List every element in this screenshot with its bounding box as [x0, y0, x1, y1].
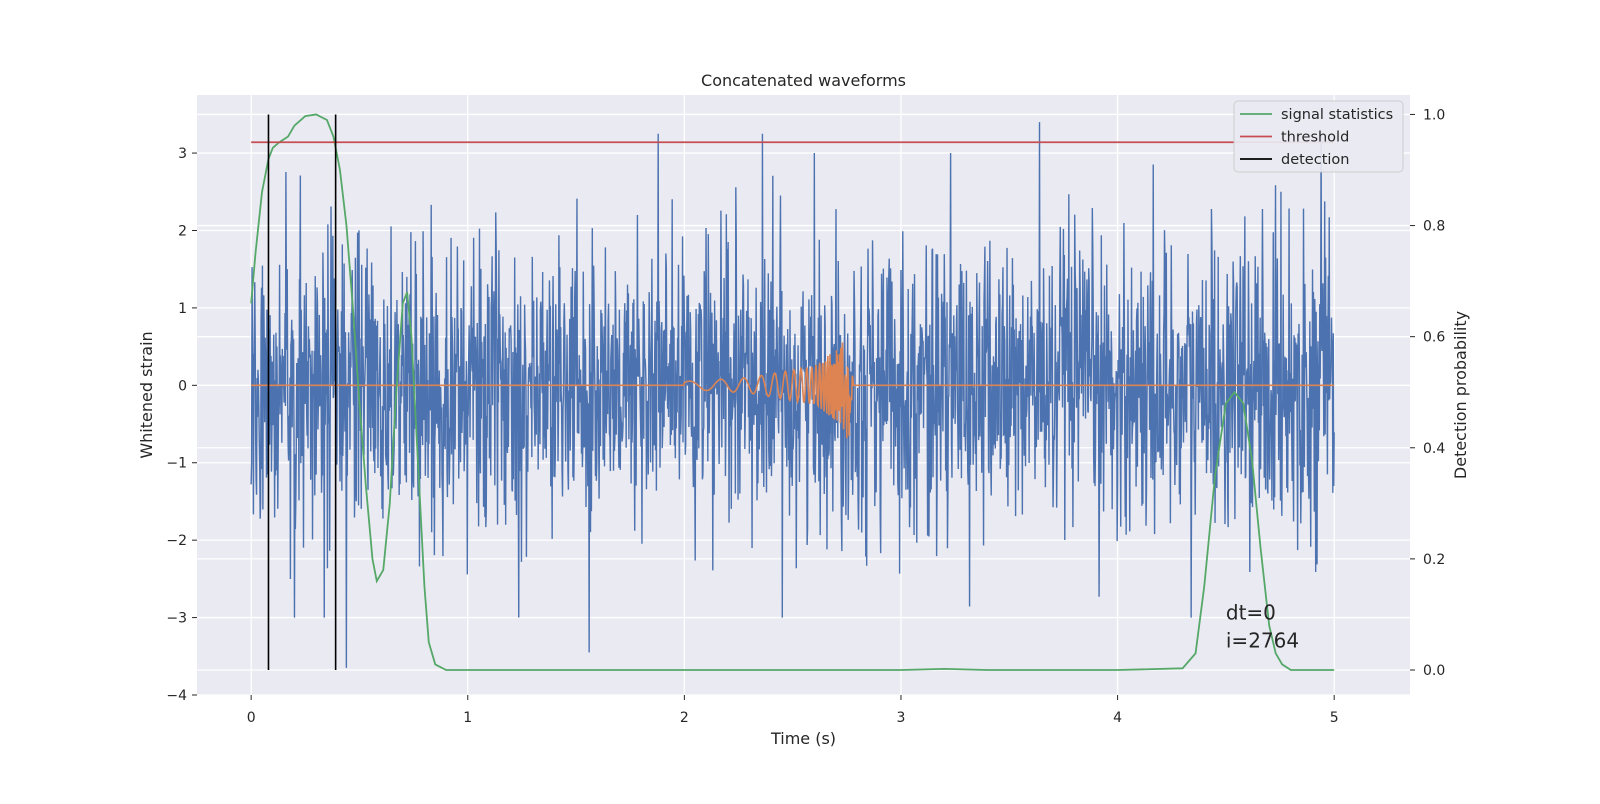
y-tick-label: 2 — [178, 223, 187, 239]
x-tick-label: 4 — [1113, 710, 1122, 726]
legend: signal statistics threshold detection — [1233, 100, 1404, 173]
y2-tick-label: 0.8 — [1423, 219, 1445, 235]
y2-tick-label: 1.0 — [1423, 107, 1445, 123]
legend-box — [1233, 100, 1404, 173]
y-tick-label: −2 — [166, 533, 187, 549]
y2-tick-label: 0.6 — [1423, 330, 1445, 346]
chart-title: Concatenated waveforms — [701, 71, 906, 90]
x-tick-label: 2 — [680, 710, 689, 726]
annotation-dt: dt=0 — [1226, 601, 1276, 625]
x-tick-label: 5 — [1330, 710, 1339, 726]
series-signal-statistics-line — [250, 113, 1335, 671]
y-tick-label: −4 — [166, 688, 187, 704]
legend-label: detection — [1281, 152, 1349, 168]
y2-axis-label: Detection probability — [1451, 311, 1470, 479]
x-axis-label: Time (s) — [770, 729, 836, 748]
axes: 0 1 2 3 4 5 −4 −3 −2 −1 0 1 2 3 0.0 0.2 0.4 0.6 0.8 1.0 — [166, 107, 1445, 726]
x-tick-label: 3 — [897, 710, 906, 726]
y-tick-label: 1 — [178, 301, 187, 317]
y-tick-label: −1 — [166, 456, 187, 472]
series-noise-line — [250, 122, 1335, 668]
legend-label: threshold — [1281, 130, 1349, 146]
x-tick-label: 1 — [463, 710, 472, 726]
y2-tick-label: 0.4 — [1423, 441, 1445, 457]
annotation: dt=0 i=2764 — [1226, 601, 1299, 653]
y-tick-label: 3 — [178, 146, 187, 162]
y2-tick-label: 0.2 — [1423, 552, 1445, 568]
y-tick-label: −3 — [166, 611, 187, 627]
y2-tick-label: 0.0 — [1423, 663, 1445, 679]
annotation-index: i=2764 — [1226, 629, 1299, 653]
series-chirp-line — [251, 342, 1335, 439]
legend-label: signal statistics — [1281, 107, 1393, 123]
y-tick-label: 0 — [178, 378, 187, 394]
series-layer — [250, 113, 1335, 671]
x-tick-label: 0 — [247, 710, 256, 726]
y-axis-label: Whitened strain — [137, 331, 156, 458]
